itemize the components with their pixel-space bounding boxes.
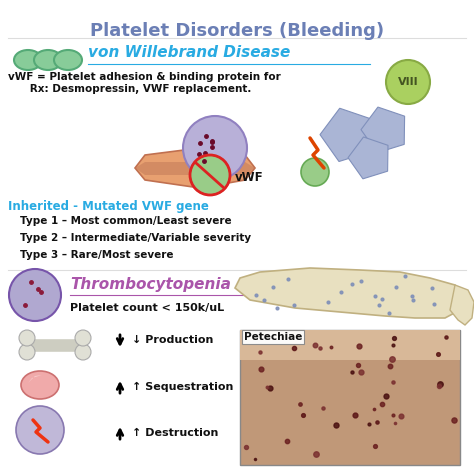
FancyBboxPatch shape <box>240 330 460 360</box>
Polygon shape <box>135 162 255 175</box>
Circle shape <box>9 269 61 321</box>
Text: Thrombocytopenia: Thrombocytopenia <box>70 277 231 292</box>
Polygon shape <box>450 285 474 325</box>
Text: Type 1 – Most common/Least severe: Type 1 – Most common/Least severe <box>20 216 232 226</box>
FancyBboxPatch shape <box>240 330 460 465</box>
Circle shape <box>16 406 64 454</box>
Text: vWF = Platelet adhesion & binding protein for: vWF = Platelet adhesion & binding protei… <box>8 72 281 82</box>
Text: Platelet count < 150k/uL: Platelet count < 150k/uL <box>70 303 224 313</box>
Circle shape <box>75 330 91 346</box>
Polygon shape <box>135 148 255 188</box>
Circle shape <box>190 155 230 195</box>
Text: Petechiae: Petechiae <box>244 332 302 342</box>
Circle shape <box>19 330 35 346</box>
Circle shape <box>183 116 247 180</box>
Text: ↑ Destruction: ↑ Destruction <box>132 428 219 438</box>
Circle shape <box>75 344 91 360</box>
Ellipse shape <box>14 50 42 70</box>
Circle shape <box>301 158 329 186</box>
Polygon shape <box>28 375 42 383</box>
Ellipse shape <box>21 371 59 399</box>
Text: VIII: VIII <box>398 77 419 87</box>
Text: von Willebrand Disease: von Willebrand Disease <box>88 45 291 60</box>
Text: Type 2 – Intermediate/Variable severity: Type 2 – Intermediate/Variable severity <box>20 233 251 243</box>
Ellipse shape <box>34 50 62 70</box>
Circle shape <box>386 60 430 104</box>
Text: vWF: vWF <box>235 171 264 183</box>
Text: Rx: Desmopressin, VWF replacement.: Rx: Desmopressin, VWF replacement. <box>8 84 251 94</box>
Text: ↑ Sequestration: ↑ Sequestration <box>132 382 233 392</box>
Polygon shape <box>235 268 465 318</box>
Text: ↓ Production: ↓ Production <box>132 335 213 345</box>
Ellipse shape <box>54 50 82 70</box>
Text: Type 3 – Rare/Most severe: Type 3 – Rare/Most severe <box>20 250 173 260</box>
Text: Platelet Disorders (Bleeding): Platelet Disorders (Bleeding) <box>90 22 384 40</box>
Text: Inherited - Mutated VWF gene: Inherited - Mutated VWF gene <box>8 200 209 213</box>
Circle shape <box>19 344 35 360</box>
